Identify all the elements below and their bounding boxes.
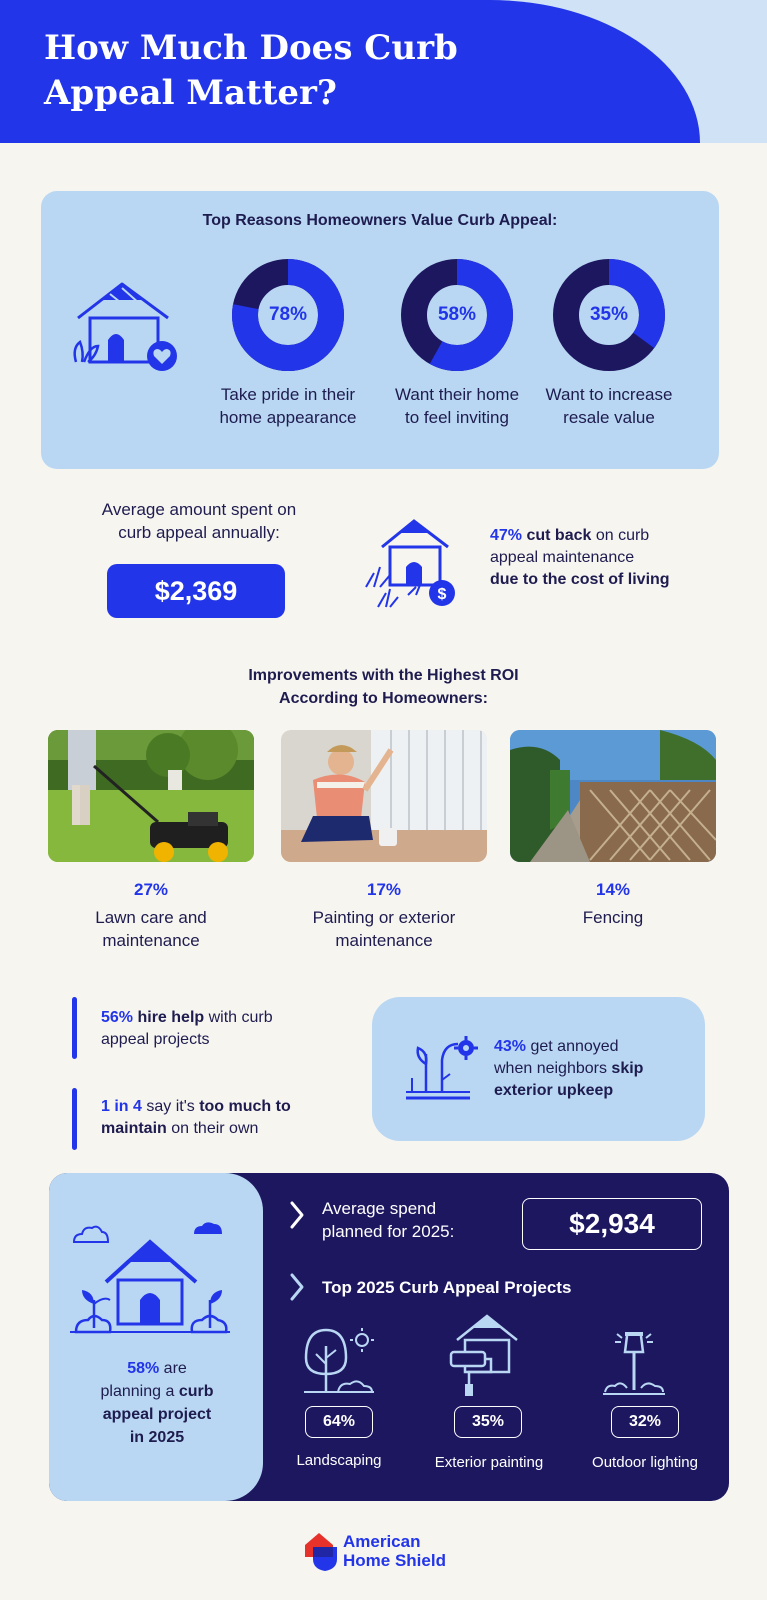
fence-path-photo [510,730,716,862]
lawn-mowing-photo [48,730,254,862]
project-label-1: Landscaping [296,1452,382,1469]
roi-percent-2: 17% [366,880,402,899]
plan-2025-side [49,1173,263,1501]
stat-bar-1 [72,997,77,1059]
annoyed-card [372,997,705,1141]
project-percent-1: 64% [305,1406,373,1438]
house-heart-icon [73,282,177,371]
projects-heading: Top 2025 Curb Appeal Projects [322,1278,572,1297]
cut-back-stat: 47% cut back on curb appeal maintenance … [490,527,670,588]
lamp-post-icon [603,1332,665,1395]
plant-gear-icon [406,1036,478,1100]
project-percent-2: 35% [454,1406,522,1438]
donut-78 [232,259,344,371]
roi-percent-3: 14% [595,880,631,899]
donut-35 [553,259,665,371]
project-label-3: Outdoor lighting [592,1454,698,1471]
svg-text:$: $ [438,586,447,603]
roi-percent-1: 27% [133,880,169,899]
spend-2025-amount: $2,934 [522,1198,702,1250]
tree-sun-icon [304,1328,374,1393]
reason-label-2: Want their home to feel inviting [394,385,520,427]
reason-percent-2: 58% [437,304,477,325]
chevron-right-icon [290,1201,304,1229]
reason-percent-1: 78% [268,304,308,325]
house-dollar-icon: $ [365,519,455,608]
logo-wordmark: American Home Shield [343,1532,446,1570]
house-roller-icon [449,1314,518,1396]
header [0,0,767,143]
annoyed-stat: 43% get annoyed when neighbors skip exte… [494,1038,644,1099]
reasons-heading: Top Reasons Homeowners Value Curb Appeal… [202,212,558,229]
painting-fence-photo [281,730,487,862]
chevron-right-icon [290,1273,304,1301]
project-label-2: Exterior painting [434,1454,544,1471]
roi-heading: Improvements with the Highest ROI Accordi… [248,667,519,707]
stat-bar-2 [72,1088,77,1150]
too-much-stat: 1 in 4 say it's too much to maintain on … [101,1098,291,1137]
header-banner [0,0,700,143]
project-percent-3: 32% [611,1406,679,1438]
reason-label-3: Want to increase resale value [545,385,673,427]
american-home-shield-logo [305,1533,337,1571]
donut-58 [401,259,513,371]
average-spend-label: Average amount spent on curb appeal annua… [101,500,297,542]
page-title: How Much Does Curb Appeal Matter? [44,26,664,116]
spend-2025-label: Average spend planned for 2025: [322,1199,455,1241]
title-line-1: How Much Does Curb [44,28,458,68]
average-spend-amount: $2,369 [107,564,285,618]
roi-label-3: Fencing [582,908,644,927]
planning-stat: 58% are planning a curb appeal project i… [100,1360,214,1446]
reason-percent-3: 35% [589,304,629,325]
reason-label-1: Take pride in their home appearance [219,385,357,427]
hire-help-stat: 56% hire help with curb appeal projects [101,1009,273,1048]
title-line-2: Appeal Matter? [44,73,337,113]
roi-label-1: Lawn care and maintenance [95,908,207,950]
reasons-card [41,191,719,469]
house-clouds-icon [70,1222,230,1334]
roi-label-2: Painting or exterior maintenance [312,908,456,950]
